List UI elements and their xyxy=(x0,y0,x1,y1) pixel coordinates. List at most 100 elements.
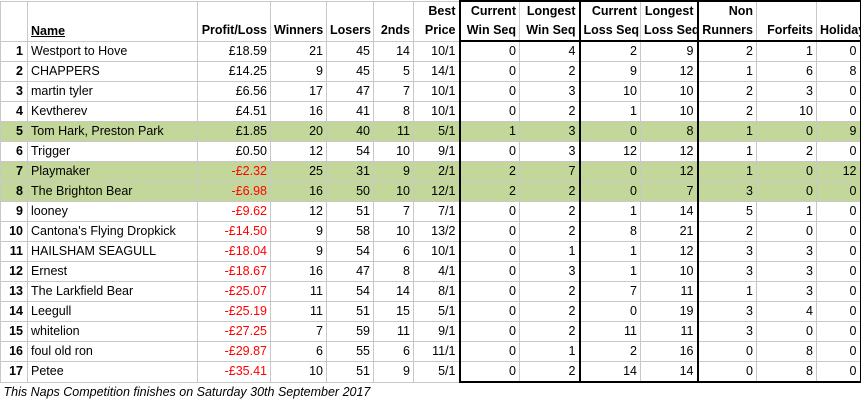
cell-current-win-seq: 2 xyxy=(458,161,520,182)
cell-holiday: 8 xyxy=(816,61,861,82)
cell-longest-win-seq: 2 xyxy=(519,221,580,242)
cell-name: Tom Hark, Preston Park xyxy=(27,121,198,142)
cell-best-price: 13/2 xyxy=(413,221,460,242)
cell-losers: 45 xyxy=(326,61,374,82)
cell-longest-win-seq: 3 xyxy=(519,121,580,142)
cell-rank: 9 xyxy=(0,201,28,222)
cell-rank: 17 xyxy=(0,361,28,383)
cell-seconds: 10 xyxy=(373,181,414,202)
cell-losers: 58 xyxy=(326,221,374,242)
cell-seconds: 11 xyxy=(373,321,414,342)
cell-current-loss-seq: 2 xyxy=(578,341,641,362)
cell-rank: 2 xyxy=(0,61,28,82)
header-longest-loss-top: Longest xyxy=(640,0,698,21)
cell-longest-loss-seq: 8 xyxy=(640,121,698,142)
cell-best-price: 9/1 xyxy=(413,321,460,342)
cell-seconds: 9 xyxy=(373,161,414,182)
cell-current-win-seq: 0 xyxy=(458,81,520,102)
cell-profit-loss: £6.56 xyxy=(197,81,271,102)
cell-winners: 12 xyxy=(270,201,327,222)
cell-rank: 7 xyxy=(0,161,28,182)
cell-rank: 4 xyxy=(0,101,28,122)
cell-name: martin tyler xyxy=(27,81,198,102)
cell-winners: 11 xyxy=(270,281,327,302)
cell-forfeits: 0 xyxy=(756,161,817,182)
header-best-price-top: Best xyxy=(413,0,460,21)
cell-profit-loss: -£9.62 xyxy=(197,201,271,222)
cell-rank: 16 xyxy=(0,341,28,362)
table-row: 10 Cantona's Flying Dropkick -£14.50 9 58 10 1… xyxy=(0,221,861,242)
cell-best-price: 10/1 xyxy=(413,81,460,102)
cell-forfeits: 0 xyxy=(756,121,817,142)
cell-holiday: 0 xyxy=(816,241,861,262)
cell-non-runners: 1 xyxy=(696,281,757,302)
cell-best-price: 10/1 xyxy=(413,241,460,262)
cell-current-win-seq: 0 xyxy=(458,281,520,302)
header-winners: Winners xyxy=(270,21,327,42)
cell-losers: 50 xyxy=(326,181,374,202)
cell-name: Petee xyxy=(27,361,198,383)
cell-name: Cantona's Flying Dropkick xyxy=(27,221,198,242)
header-seconds: 2nds xyxy=(373,21,414,42)
cell-winners: 21 xyxy=(270,40,327,62)
cell-current-win-seq: 0 xyxy=(458,40,520,62)
cell-best-price: 5/1 xyxy=(413,301,460,322)
cell-winners: 20 xyxy=(270,121,327,142)
table-row: 11 HAILSHAM SEAGULL -£18.04 9 54 6 10/1 0 1 1 12 3 3… xyxy=(0,241,861,262)
cell-current-loss-seq: 11 xyxy=(578,321,641,342)
cell-winners: 9 xyxy=(270,221,327,242)
cell-forfeits: 10 xyxy=(756,101,817,122)
cell-non-runners: 3 xyxy=(696,181,757,202)
cell-name: CHAPPERS xyxy=(27,61,198,82)
header-profit-loss: Profit/Loss xyxy=(197,21,271,42)
cell-forfeits: 1 xyxy=(756,40,817,62)
cell-forfeits: 2 xyxy=(756,141,817,162)
cell-current-loss-seq: 1 xyxy=(578,201,641,222)
cell-losers: 51 xyxy=(326,301,374,322)
header-longest-win-top: Longest xyxy=(519,0,580,21)
cell-current-win-seq: 0 xyxy=(458,201,520,222)
cell-non-runners: 3 xyxy=(696,321,757,342)
cell-best-price: 5/1 xyxy=(413,121,460,142)
cell-seconds: 14 xyxy=(373,281,414,302)
cell-longest-win-seq: 2 xyxy=(519,321,580,342)
cell-profit-loss: -£25.07 xyxy=(197,281,271,302)
cell-seconds: 6 xyxy=(373,241,414,262)
cell-longest-win-seq: 2 xyxy=(519,361,580,383)
cell-holiday: 12 xyxy=(816,161,861,182)
cell-best-price: 2/1 xyxy=(413,161,460,182)
table-row: 1 Westport to Hove £18.59 21 45 14 10/1 0 4 2 9 2 1 0 xyxy=(0,40,861,62)
header-losers: Losers xyxy=(326,21,374,42)
cell-holiday: 0 xyxy=(816,361,861,383)
cell-current-win-seq: 0 xyxy=(458,341,520,362)
cell-non-runners: 5 xyxy=(696,201,757,222)
cell-profit-loss: -£18.67 xyxy=(197,261,271,282)
header-current-win-top: Current xyxy=(458,0,520,21)
cell-longest-loss-seq: 11 xyxy=(640,321,698,342)
cell-best-price: 9/1 xyxy=(413,141,460,162)
cell-non-runners: 2 xyxy=(696,81,757,102)
cell-current-loss-seq: 0 xyxy=(578,121,641,142)
cell-longest-win-seq: 2 xyxy=(519,281,580,302)
cell-longest-loss-seq: 12 xyxy=(640,241,698,262)
cell-current-win-seq: 0 xyxy=(458,141,520,162)
cell-seconds: 7 xyxy=(373,201,414,222)
header-non-runners-top: Non xyxy=(696,0,757,21)
cell-non-runners: 1 xyxy=(696,61,757,82)
cell-best-price: 11/1 xyxy=(413,341,460,362)
cell-winners: 9 xyxy=(270,241,327,262)
cell-current-win-seq: 0 xyxy=(458,221,520,242)
cell-non-runners: 3 xyxy=(696,241,757,262)
cell-current-loss-seq: 14 xyxy=(578,361,641,383)
cell-losers: 59 xyxy=(326,321,374,342)
cell-longest-loss-seq: 12 xyxy=(640,141,698,162)
cell-holiday: 0 xyxy=(816,101,861,122)
cell-longest-loss-seq: 21 xyxy=(640,221,698,242)
cell-winners: 16 xyxy=(270,261,327,282)
cell-losers: 51 xyxy=(326,361,374,383)
cell-rank: 10 xyxy=(0,221,28,242)
cell-longest-loss-seq: 14 xyxy=(640,201,698,222)
cell-name: The Larkfield Bear xyxy=(27,281,198,302)
cell-current-win-seq: 0 xyxy=(458,261,520,282)
